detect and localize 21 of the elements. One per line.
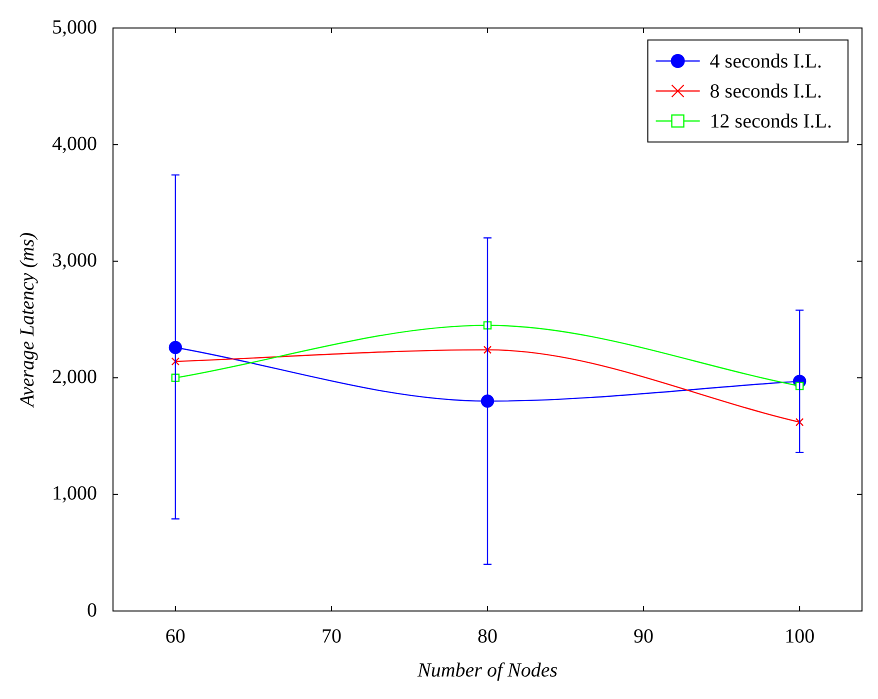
y-tick-label: 1,000 [52, 482, 97, 505]
x-tick-label: 60 [165, 625, 186, 648]
x-tick-label: 100 [784, 625, 815, 648]
point [480, 394, 494, 408]
x-axis-title: Number of Nodes [416, 659, 558, 682]
legend-label: 8 seconds I.L. [710, 80, 822, 102]
legend-label: 12 seconds I.L. [710, 110, 832, 132]
y-tick-label: 5,000 [52, 16, 97, 38]
point [483, 346, 492, 354]
x-tick-label: 90 [634, 625, 654, 648]
legend-label: 4 seconds I.L. [710, 50, 822, 72]
point [171, 357, 180, 366]
point [168, 340, 182, 354]
y-axis-title: Average Latency (ms) [16, 232, 38, 409]
y-tick-label: 4,000 [52, 132, 97, 155]
point [795, 418, 804, 426]
x-tick-label: 70 [321, 625, 342, 648]
y-tick-label: 2,000 [52, 366, 97, 388]
x-tick-label: 80 [478, 625, 498, 648]
y-tick-label: 3,000 [52, 249, 97, 272]
y-tick-label: 0 [87, 599, 97, 622]
